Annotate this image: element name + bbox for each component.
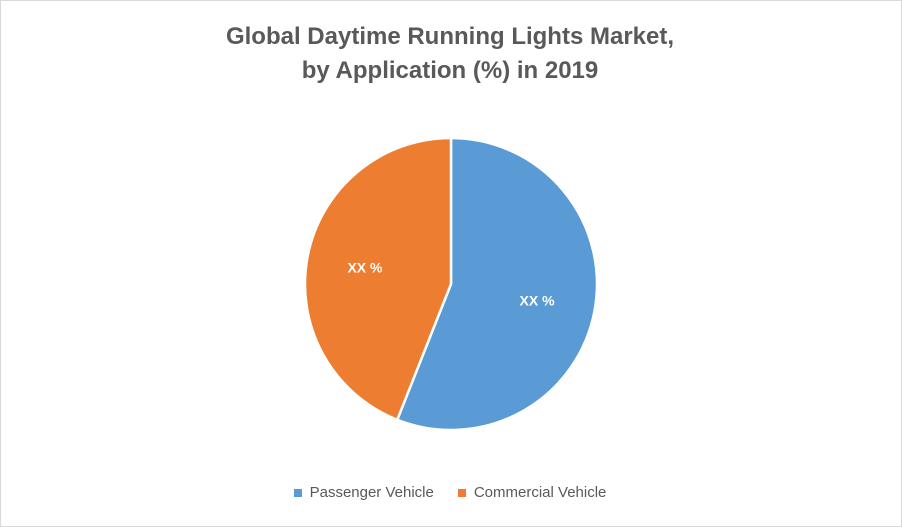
legend-item-commercial-vehicle: Commercial Vehicle [457,484,607,501]
pie-label-passenger-vehicle: XX % [520,292,556,308]
chart-title-line-2: by Application (%) in 2019 [301,57,599,84]
chart-legend: Passenger Vehicle Commercial Vehicle [0,484,900,501]
pie-slice-passenger-vehicle [395,136,599,432]
chart-title: Global Daytime Running Lights Market, by… [0,20,900,88]
chart-title-line-1: Global Daytime Running Lights Market, [225,23,675,50]
pie-slices [303,136,599,432]
pie-label-commercial-vehicle: XX % [347,260,383,276]
pie-labels: XX % XX % [347,260,555,309]
legend-label-commercial-vehicle: Commercial Vehicle [473,484,607,501]
legend-swatch-commercial-vehicle [457,488,466,497]
legend-item-passenger-vehicle: Passenger Vehicle [293,484,434,501]
pie-slice-commercial-vehicle [303,136,453,422]
legend-label-passenger-vehicle: Passenger Vehicle [309,484,434,501]
legend-swatch-passenger-vehicle [293,488,302,497]
